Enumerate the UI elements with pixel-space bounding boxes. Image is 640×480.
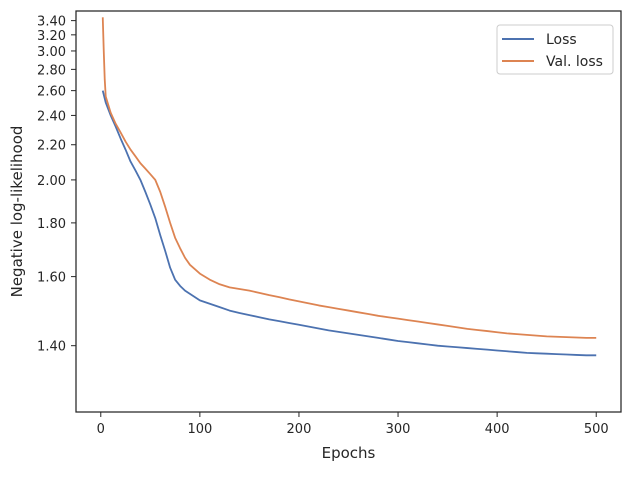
plot-area xyxy=(101,17,597,357)
y-tick-label: 2.80 xyxy=(37,63,66,78)
x-tick-label: 100 xyxy=(187,422,212,437)
y-tick-label: 1.40 xyxy=(37,340,66,355)
series-line-val-loss xyxy=(101,17,597,339)
x-tick-label: 500 xyxy=(584,422,609,437)
y-tick-label: 2.00 xyxy=(37,174,66,189)
legend-label-val-loss: Val. loss xyxy=(546,54,603,70)
legend: Loss Val. loss xyxy=(496,24,614,75)
x-axis: 0 100 200 300 400 500 xyxy=(97,412,609,437)
y-axis-label: Negative log-likelihood xyxy=(8,126,26,298)
x-axis-label: Epochs xyxy=(322,444,376,462)
y-tick-label: 1.80 xyxy=(37,217,66,232)
y-tick-label: 3.20 xyxy=(37,29,66,44)
y-tick-label: 2.20 xyxy=(37,139,66,154)
axes-frame xyxy=(75,10,622,413)
y-tick-label: 2.60 xyxy=(37,85,66,100)
legend-label-loss: Loss xyxy=(546,32,577,48)
y-tick-label: 3.40 xyxy=(37,15,66,30)
x-tick-label: 300 xyxy=(386,422,411,437)
y-axis: 1.40 1.60 1.80 2.00 2.20 2.40 2.60 2.80 3.003.20… xyxy=(37,15,76,355)
series-line-loss xyxy=(101,90,597,357)
y-tick-label: 3.00 xyxy=(37,45,66,60)
y-tick-label: 1.60 xyxy=(37,271,66,286)
y-tick-label: 2.40 xyxy=(37,109,66,124)
x-tick-label: 200 xyxy=(287,422,312,437)
x-tick-label: 400 xyxy=(485,422,510,437)
x-tick-label: 0 xyxy=(97,422,105,437)
